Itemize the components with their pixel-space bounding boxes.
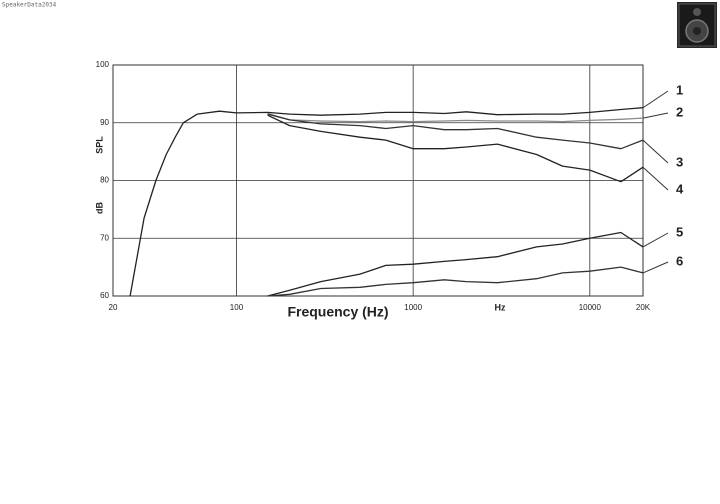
legend-label: 2 xyxy=(676,104,683,119)
x-tick-label: 10000 xyxy=(579,303,602,312)
legend-leader xyxy=(642,232,669,248)
y-tick-label: 100 xyxy=(96,60,110,69)
series-line xyxy=(267,266,644,297)
x-axis-title: Frequency (Hz) xyxy=(287,304,388,320)
legend-label: 4 xyxy=(676,181,684,196)
y-axis-title: SPL xyxy=(94,136,104,154)
series-line xyxy=(129,107,644,297)
legend-leader xyxy=(642,112,669,119)
legend-label: 3 xyxy=(676,154,683,169)
x-tick-label: 20 xyxy=(109,303,118,312)
y-tick-label: 80 xyxy=(100,176,109,185)
y-tick-label: 90 xyxy=(100,118,109,127)
legend-leader xyxy=(642,166,669,191)
x-tick-label: 100 xyxy=(230,303,244,312)
speaker-icon xyxy=(677,2,717,48)
legend-leader xyxy=(642,261,669,274)
legend-label: 1 xyxy=(676,82,683,97)
legend-label: 6 xyxy=(676,253,683,268)
y-tick-label: 70 xyxy=(100,233,109,242)
series-line xyxy=(267,113,644,150)
y-tick-label: 60 xyxy=(100,291,109,300)
y-axis-unit: dB xyxy=(94,202,104,214)
series-line xyxy=(267,112,644,123)
legend-leader xyxy=(642,139,669,164)
series-line xyxy=(267,231,644,297)
x-tick-label: 1000 xyxy=(404,303,422,312)
x-unit-label: Hz xyxy=(495,302,506,312)
watermark: SpeakerData2034 xyxy=(2,2,57,9)
x-tick-label: 20K xyxy=(636,303,651,312)
legend-label: 5 xyxy=(676,224,683,239)
series-line xyxy=(267,114,644,183)
legend-leader xyxy=(642,90,669,109)
